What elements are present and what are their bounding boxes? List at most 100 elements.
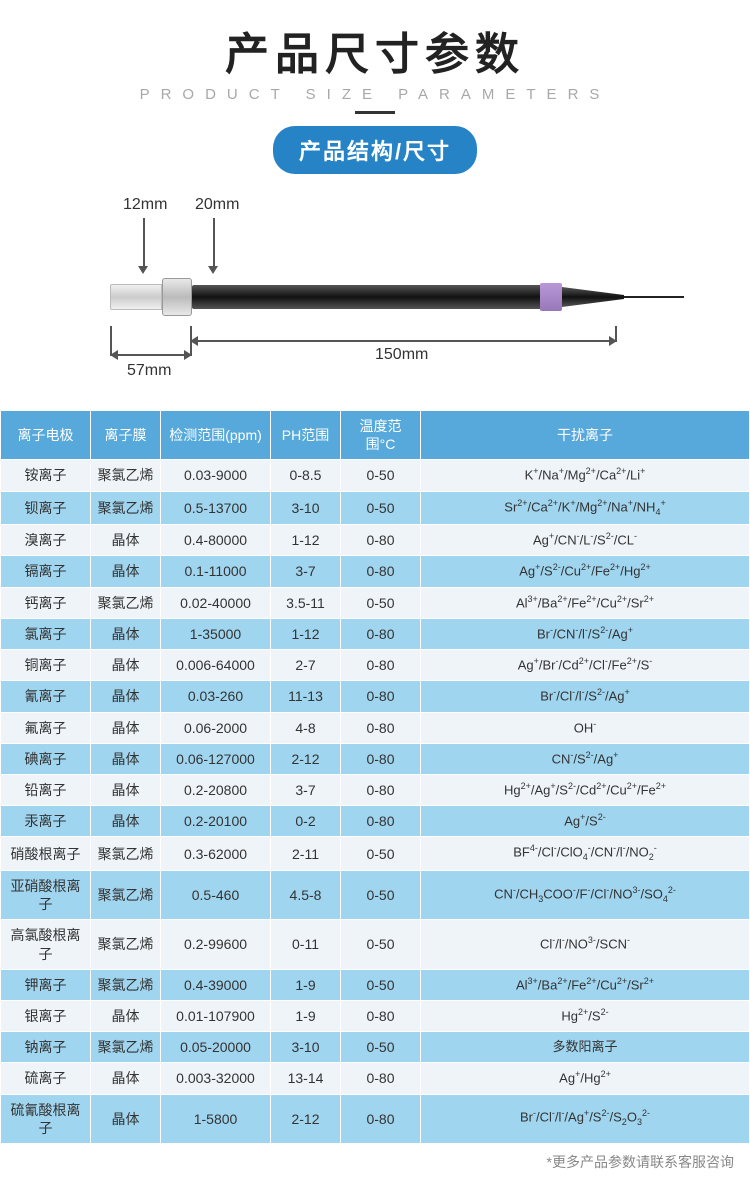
table-cell: 氟离子 (1, 712, 91, 743)
table-cell: 晶体 (91, 1063, 161, 1094)
col-header: 干扰离子 (421, 411, 750, 460)
table-cell: 0.003-32000 (161, 1063, 271, 1094)
table-cell: 银离子 (1, 1000, 91, 1031)
footnote: *更多产品参数请联系客服咨询 (0, 1144, 750, 1188)
table-cell: Ag+/S2- (421, 806, 750, 837)
table-cell: 0.4-39000 (161, 969, 271, 1000)
table-header-row: 离子电极 离子膜 检测范围(ppm) PH范围 温度范围°C 干扰离子 (1, 411, 750, 460)
table-cell: 3.5-11 (271, 587, 341, 618)
table-cell: 11-13 (271, 681, 341, 712)
table-cell: 晶体 (91, 525, 161, 556)
table-cell: 0.03-260 (161, 681, 271, 712)
table-cell: Ag+/S2-/Cu2+/Fe2+/Hg2+ (421, 556, 750, 587)
table-cell: 3-7 (271, 774, 341, 805)
table-cell: 钾离子 (1, 969, 91, 1000)
table-cell: CN-/S2-/Ag+ (421, 743, 750, 774)
dim-label-2: 20mm (195, 196, 239, 214)
table-row: 高氯酸根离子聚氯乙烯0.2-996000-110-50Cl-/l-/NO3-/S… (1, 920, 750, 969)
col-header: PH范围 (271, 411, 341, 460)
table-cell: 聚氯乙烯 (91, 491, 161, 525)
table-cell: 0-80 (341, 1000, 421, 1031)
table-cell: 0-80 (341, 556, 421, 587)
table-row: 氰离子晶体0.03-26011-130-80Br-/Cl-/l-/S2-/Ag+ (1, 681, 750, 712)
table-cell: 聚氯乙烯 (91, 920, 161, 969)
probe-illustration (110, 276, 650, 318)
table-row: 硫氰酸根离子晶体1-58002-120-80Br-/Cl-/l-/Ag+/S2-… (1, 1094, 750, 1143)
table-cell: 3-10 (271, 491, 341, 525)
table-cell: 0-80 (341, 743, 421, 774)
table-cell: 0.01-107900 (161, 1000, 271, 1031)
table-cell: 0.5-460 (161, 871, 271, 920)
table-row: 铜离子晶体0.006-640002-70-80Ag+/Br-/Cd2+/Cl-/… (1, 650, 750, 681)
table-cell: 0.1-11000 (161, 556, 271, 587)
table-cell: 氰离子 (1, 681, 91, 712)
col-header: 温度范围°C (341, 411, 421, 460)
table-cell: 氯离子 (1, 618, 91, 649)
table-cell: 0-8.5 (271, 460, 341, 491)
table-cell: 碘离子 (1, 743, 91, 774)
divider (355, 111, 395, 114)
table-cell: 0-2 (271, 806, 341, 837)
table-cell: 晶体 (91, 650, 161, 681)
product-diagram: 12mm 20mm 57mm 150mm (75, 196, 675, 396)
table-cell: 3-10 (271, 1032, 341, 1063)
table-cell: Ag+/Hg2+ (421, 1063, 750, 1094)
table-cell: 13-14 (271, 1063, 341, 1094)
table-cell: 0-80 (341, 650, 421, 681)
table-cell: 镉离子 (1, 556, 91, 587)
table-cell: 0-50 (341, 871, 421, 920)
table-cell: 1-9 (271, 969, 341, 1000)
dim-label-4: 150mm (375, 346, 428, 364)
table-cell: 钡离子 (1, 491, 91, 525)
table-cell: 晶体 (91, 806, 161, 837)
dim-label-3: 57mm (127, 362, 171, 380)
table-row: 氟离子晶体0.06-20004-80-80OH- (1, 712, 750, 743)
table-cell: 0.2-20800 (161, 774, 271, 805)
table-cell: 0-80 (341, 774, 421, 805)
table-cell: 2-12 (271, 743, 341, 774)
table-cell: 0-80 (341, 712, 421, 743)
table-cell: 硝酸根离子 (1, 837, 91, 871)
table-row: 碘离子晶体0.06-1270002-120-80CN-/S2-/Ag+ (1, 743, 750, 774)
table-cell: 1-9 (271, 1000, 341, 1031)
section-pill: 产品结构/尺寸 (273, 126, 477, 174)
table-cell: 晶体 (91, 556, 161, 587)
table-cell: 0-80 (341, 525, 421, 556)
table-cell: 0.05-20000 (161, 1032, 271, 1063)
table-cell: Br-/CN-/l-/S2-/Ag+ (421, 618, 750, 649)
table-cell: K+/Na+/Mg2+/Ca2+/Li+ (421, 460, 750, 491)
table-cell: 硫氰酸根离子 (1, 1094, 91, 1143)
table-cell: 晶体 (91, 743, 161, 774)
table-cell: 0-50 (341, 460, 421, 491)
table-row: 铵离子聚氯乙烯0.03-90000-8.50-50K+/Na+/Mg2+/Ca2… (1, 460, 750, 491)
table-cell: 3-7 (271, 556, 341, 587)
col-header: 检测范围(ppm) (161, 411, 271, 460)
table-cell: 0-50 (341, 1032, 421, 1063)
table-cell: Ag+/CN-/L-/S2-/CL- (421, 525, 750, 556)
table-cell: 2-7 (271, 650, 341, 681)
table-row: 钡离子聚氯乙烯0.5-137003-100-50Sr2+/Ca2+/K+/Mg2… (1, 491, 750, 525)
table-cell: 1-12 (271, 525, 341, 556)
spec-table: 离子电极 离子膜 检测范围(ppm) PH范围 温度范围°C 干扰离子 铵离子聚… (0, 410, 750, 1144)
col-header: 离子电极 (1, 411, 91, 460)
table-cell: 聚氯乙烯 (91, 587, 161, 618)
table-cell: Sr2+/Ca2+/K+/Mg2+/Na+/NH4+ (421, 491, 750, 525)
table-cell: Hg2+/Ag+/S2-/Cd2+/Cu2+/Fe2+ (421, 774, 750, 805)
table-row: 钾离子聚氯乙烯0.4-390001-90-50Al3+/Ba2+/Fe2+/Cu… (1, 969, 750, 1000)
table-cell: 晶体 (91, 1094, 161, 1143)
table-cell: 0-11 (271, 920, 341, 969)
table-cell: 聚氯乙烯 (91, 871, 161, 920)
title-en: PRODUCT SIZE PARAMETERS (0, 86, 750, 103)
table-cell: 多数阳离子 (421, 1032, 750, 1063)
table-cell: Al3+/Ba2+/Fe2+/Cu2+/Sr2+ (421, 587, 750, 618)
table-cell: OH- (421, 712, 750, 743)
table-cell: 0.3-62000 (161, 837, 271, 871)
table-cell: 铵离子 (1, 460, 91, 491)
table-cell: 0-80 (341, 618, 421, 649)
table-row: 汞离子晶体0.2-201000-20-80Ag+/S2- (1, 806, 750, 837)
table-cell: 硫离子 (1, 1063, 91, 1094)
table-cell: Hg2+/S2- (421, 1000, 750, 1031)
table-row: 银离子晶体0.01-1079001-90-80Hg2+/S2- (1, 1000, 750, 1031)
table-row: 溴离子晶体0.4-800001-120-80Ag+/CN-/L-/S2-/CL- (1, 525, 750, 556)
table-row: 亚硝酸根离子聚氯乙烯0.5-4604.5-80-50CN-/CH3COO-/F-… (1, 871, 750, 920)
